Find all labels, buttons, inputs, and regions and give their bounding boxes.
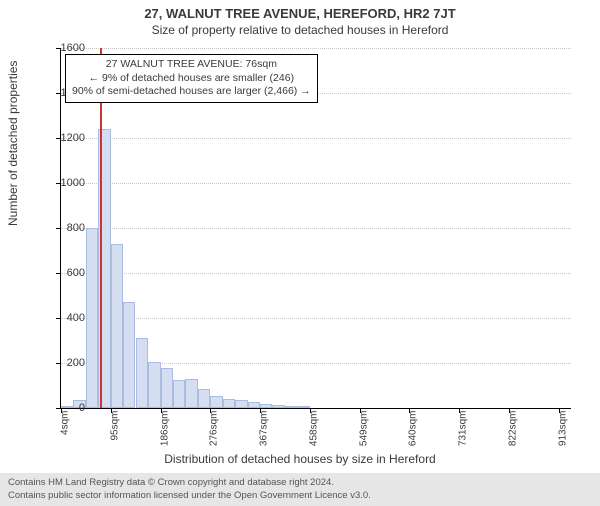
- footer-line-2: Contains public sector information licen…: [8, 490, 592, 502]
- histogram-bar: [173, 380, 186, 408]
- ytick-label: 1600: [45, 42, 85, 54]
- histogram-bar: [297, 406, 310, 408]
- footer-line-1: Contains HM Land Registry data © Crown c…: [8, 477, 592, 489]
- xtick-label: 186sqm: [159, 411, 170, 447]
- ytick-label: 1000: [45, 177, 85, 189]
- grid-line: [61, 228, 571, 229]
- ytick-label: 400: [45, 312, 85, 324]
- xtick-label: 640sqm: [408, 411, 419, 447]
- grid-line: [61, 48, 571, 49]
- grid-line: [61, 273, 571, 274]
- plot-area: 27 WALNUT TREE AVENUE: 76sqm ← 9% of det…: [60, 48, 571, 409]
- ytick-label: 0: [45, 402, 85, 414]
- xtick-label: 367sqm: [258, 411, 269, 447]
- xtick-label: 276sqm: [209, 411, 220, 447]
- histogram-bar: [185, 379, 198, 408]
- grid-line: [61, 318, 571, 319]
- ytick-label: 200: [45, 357, 85, 369]
- ytick-label: 600: [45, 267, 85, 279]
- chart-subtitle: Size of property relative to detached ho…: [0, 23, 600, 37]
- histogram-bar: [260, 404, 273, 408]
- xtick-label: 731sqm: [458, 411, 469, 447]
- histogram-bar: [123, 302, 135, 408]
- histogram-bar: [198, 389, 210, 408]
- xtick-label: 4sqm: [60, 411, 71, 435]
- chart-container: 27, WALNUT TREE AVENUE, HEREFORD, HR2 7J…: [0, 6, 600, 506]
- annotation-line-3: 90% of semi-detached houses are larger (…: [72, 85, 311, 99]
- histogram-bar: [248, 402, 260, 408]
- annotation-line-1: 27 WALNUT TREE AVENUE: 76sqm: [72, 58, 311, 72]
- histogram-bar: [235, 400, 248, 408]
- histogram-bar: [223, 399, 236, 408]
- histogram-bar: [272, 405, 285, 408]
- footer: Contains HM Land Registry data © Crown c…: [0, 473, 600, 506]
- xtick-label: 549sqm: [358, 411, 369, 447]
- grid-line: [61, 183, 571, 184]
- xtick-label: 95sqm: [109, 411, 120, 441]
- histogram-bar: [161, 368, 173, 409]
- y-axis-title: Number of detached properties: [6, 61, 20, 226]
- annotation-box: 27 WALNUT TREE AVENUE: 76sqm ← 9% of det…: [65, 54, 318, 103]
- grid-line: [61, 138, 571, 139]
- x-axis-title: Distribution of detached houses by size …: [0, 452, 600, 466]
- xtick-label: 913sqm: [557, 411, 568, 447]
- histogram-bar: [285, 406, 297, 408]
- histogram-bar: [148, 362, 161, 408]
- chart-title: 27, WALNUT TREE AVENUE, HEREFORD, HR2 7J…: [0, 6, 600, 21]
- histogram-bar: [210, 396, 223, 408]
- ytick-label: 1200: [45, 132, 85, 144]
- histogram-bar: [86, 228, 99, 408]
- annotation-line-2: ← 9% of detached houses are smaller (246…: [72, 72, 311, 86]
- ytick-label: 800: [45, 222, 85, 234]
- xtick-label: 822sqm: [508, 411, 519, 447]
- histogram-bar: [136, 338, 149, 408]
- histogram-bar: [111, 244, 124, 408]
- xtick-label: 458sqm: [308, 411, 319, 447]
